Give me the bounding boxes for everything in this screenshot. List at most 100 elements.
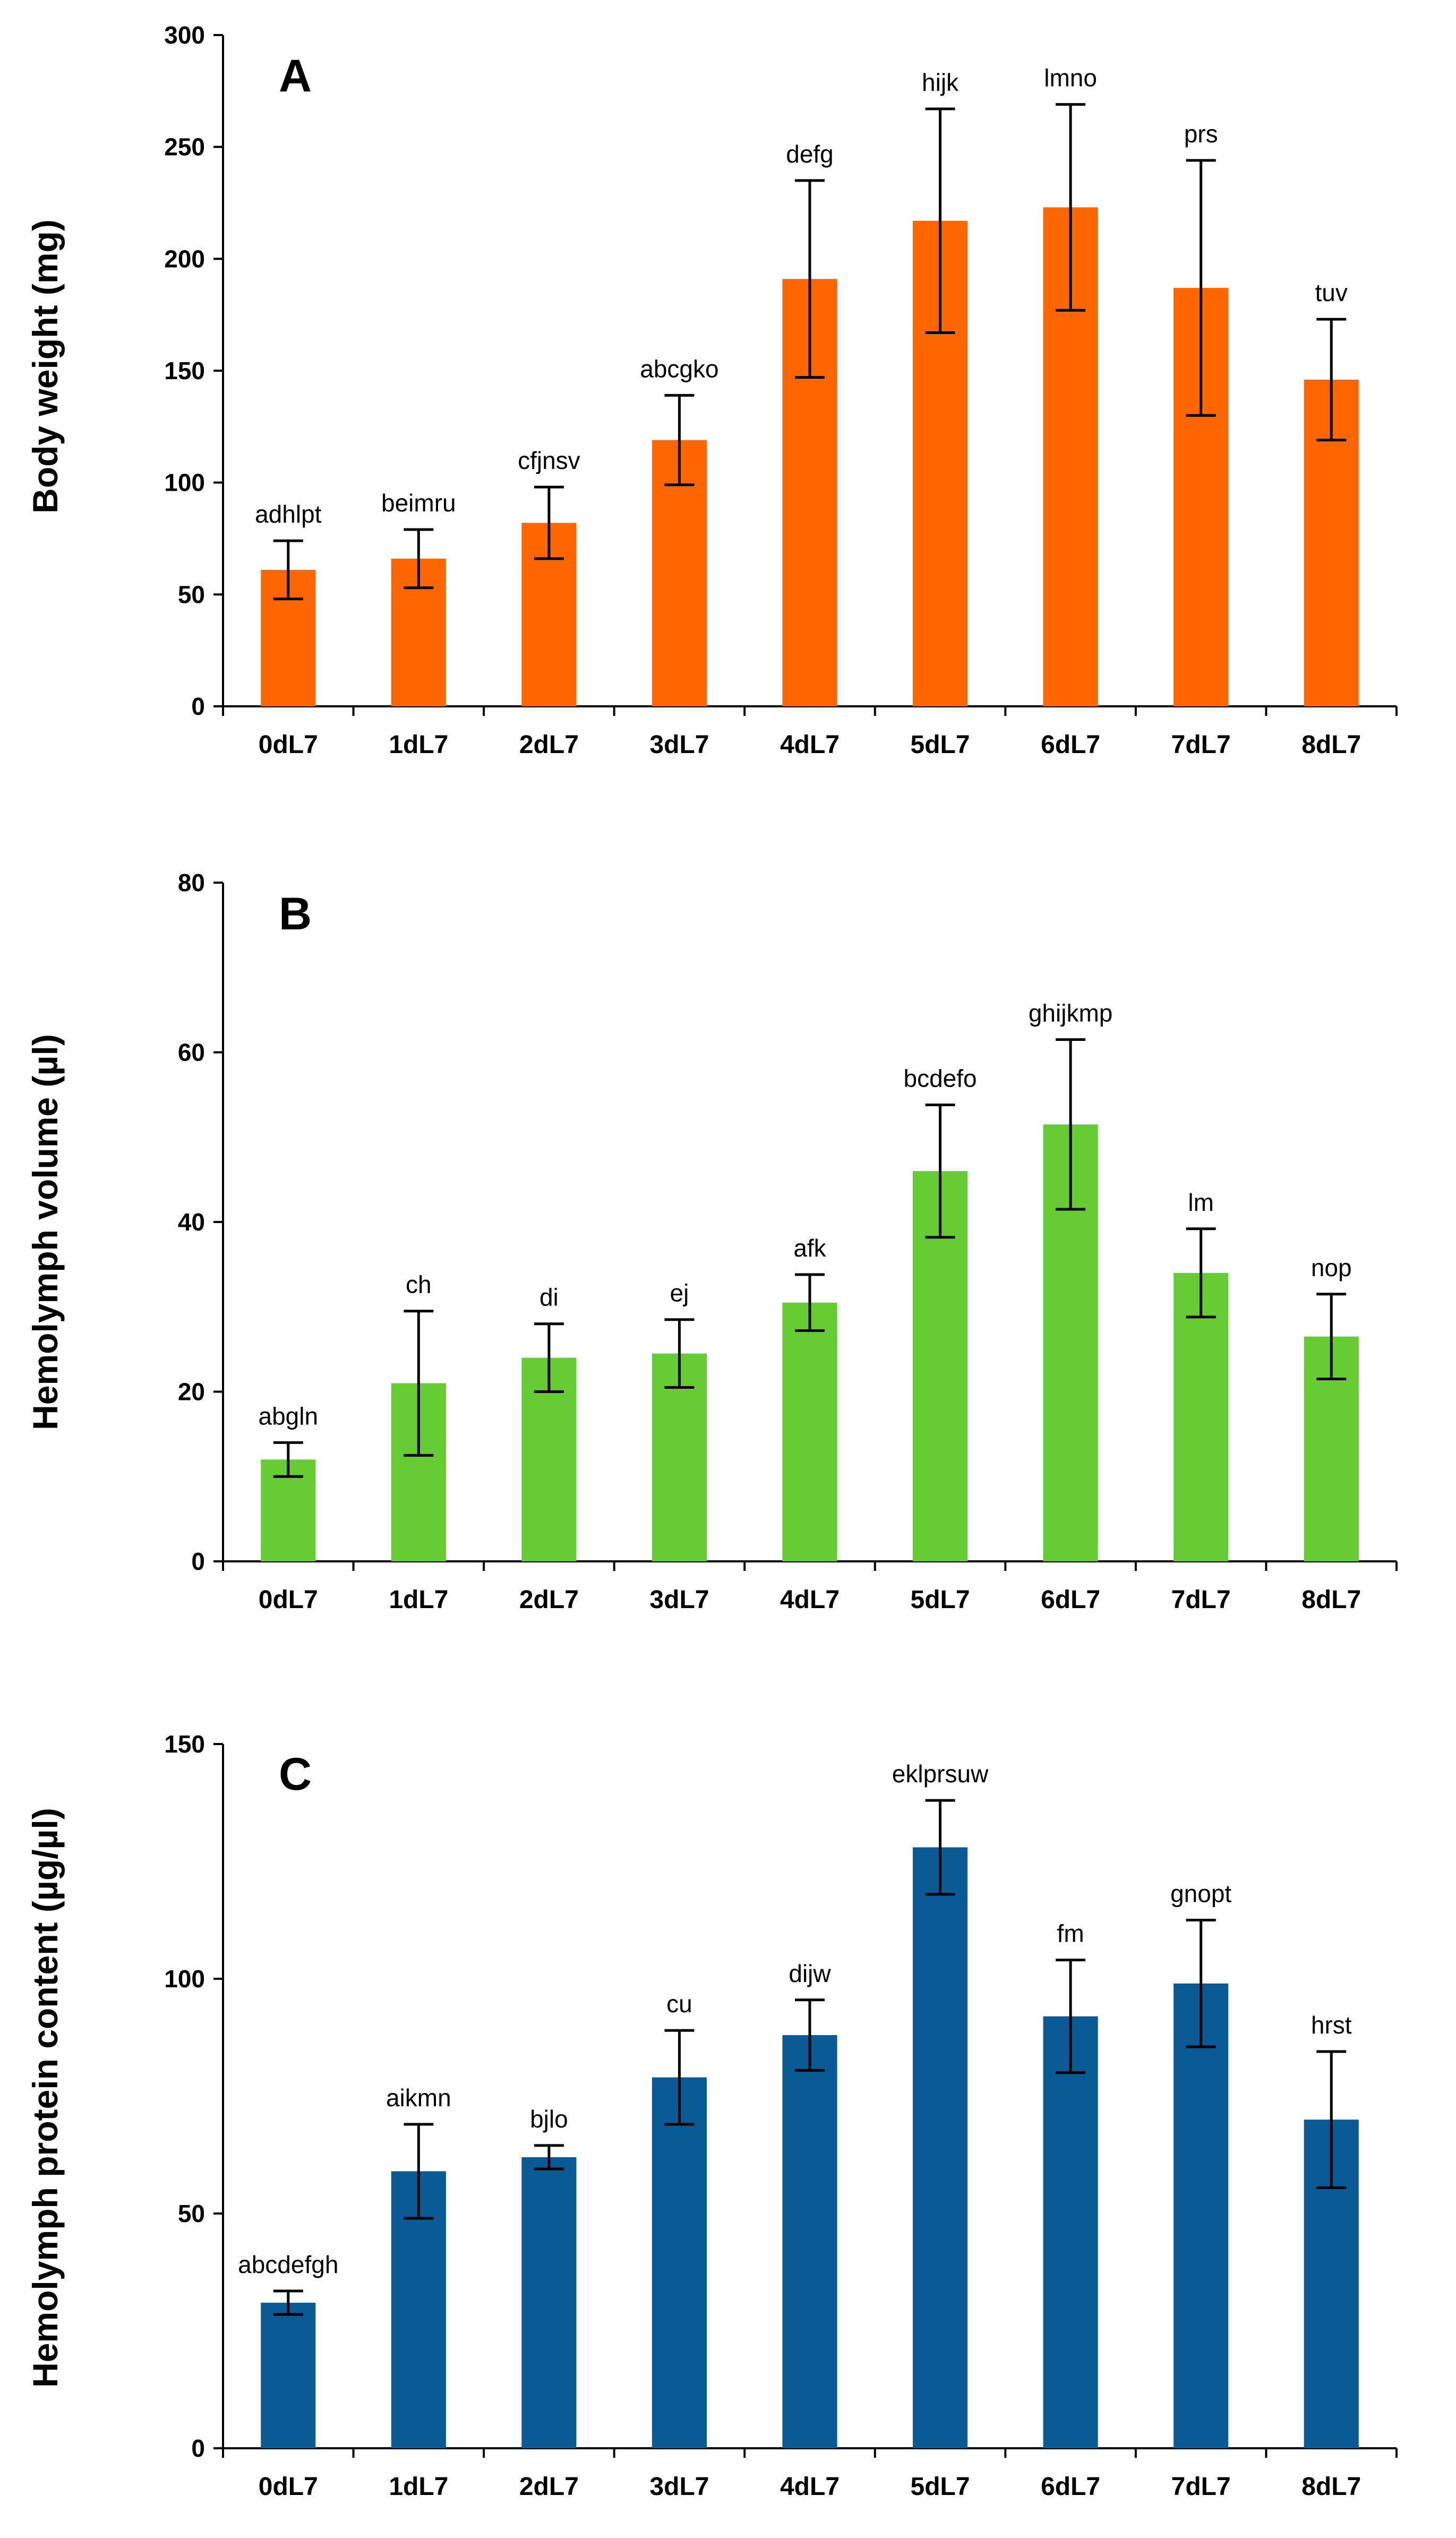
significance-label: hrst bbox=[1311, 2011, 1352, 2039]
y-tick-label: 60 bbox=[178, 1039, 205, 1066]
error-bar bbox=[534, 1322, 564, 1393]
panel-letter: A bbox=[279, 50, 312, 101]
x-tick-label: 2dL7 bbox=[519, 1586, 579, 1614]
y-tick-label: 40 bbox=[178, 1208, 205, 1236]
error-bar bbox=[273, 2289, 303, 2316]
significance-label: abgln bbox=[258, 1402, 318, 1430]
error-bar bbox=[664, 394, 695, 486]
error-bar bbox=[1186, 1919, 1216, 2048]
panel-c-chart: Hemolymph protein content (µg/µl) C 0 50 1… bbox=[0, 1684, 1456, 2535]
x-tick-label: 6dL7 bbox=[1041, 2473, 1100, 2501]
error-bar bbox=[925, 107, 955, 334]
x-tick-label: 0dL7 bbox=[259, 2473, 318, 2501]
y-axis-label: Hemolymph protein content (µg/µl) bbox=[25, 1808, 65, 2388]
y-tick-label: 150 bbox=[164, 357, 205, 384]
significance-label: gnopt bbox=[1170, 1880, 1231, 1908]
bar bbox=[652, 2077, 707, 2448]
chart-c-svg: Hemolymph protein content (µg/µl) C 0 50 1… bbox=[25, 1730, 1398, 2501]
x-tick-label: 2dL7 bbox=[519, 731, 579, 759]
y-tick-label: 0 bbox=[191, 1548, 205, 1575]
x-tick-label: 1dL7 bbox=[389, 2473, 448, 2501]
y-tick-label: 250 bbox=[164, 133, 205, 161]
significance-label: defg bbox=[786, 140, 834, 168]
error-bar bbox=[404, 1310, 434, 1457]
bar bbox=[521, 2157, 577, 2448]
x-tick-label: 8dL7 bbox=[1301, 2473, 1361, 2501]
error-bar bbox=[1056, 1959, 1086, 2074]
x-tick-label: 3dL7 bbox=[649, 731, 709, 759]
x-tick-label: 0dL7 bbox=[259, 1586, 318, 1614]
bar bbox=[1043, 2016, 1098, 2448]
significance-label: prs bbox=[1184, 120, 1218, 148]
error-bar bbox=[404, 528, 434, 589]
error-bar bbox=[1056, 1038, 1086, 1211]
chart-b-svg: Hemolymph volume (µl) B 0 20 40 60 80 abgln 0d… bbox=[25, 869, 1398, 1614]
x-tick-label: 1dL7 bbox=[389, 1586, 448, 1614]
bar bbox=[782, 1302, 837, 1561]
error-bar bbox=[1186, 159, 1216, 417]
error-bar bbox=[795, 1273, 825, 1332]
x-tick-label: 4dL7 bbox=[780, 2473, 840, 2501]
y-tick-label: 200 bbox=[164, 245, 205, 272]
error-bar bbox=[1056, 103, 1086, 312]
panel-a-chart: Body weight (mg) A 0 50 100 150 200 250 300 adh… bbox=[0, 0, 1456, 797]
error-bar bbox=[925, 1799, 955, 1896]
plot-area: 0 50 100 150 200 250 300 adhlpt 0dL7 beimru 1dL7 cf… bbox=[164, 21, 1398, 759]
significance-label: lm bbox=[1188, 1189, 1214, 1216]
plot-area: 0 50 100 150 abcdefgh 0dL7 aikmn 1dL7 bjlo 2dL7 cu… bbox=[164, 1730, 1398, 2501]
bar bbox=[1174, 1272, 1229, 1561]
y-tick-label: 50 bbox=[178, 2200, 205, 2227]
significance-label: bcdefo bbox=[903, 1065, 977, 1092]
x-tick-label: 8dL7 bbox=[1301, 1586, 1361, 1614]
panel-b-chart: Hemolymph volume (µl) B 0 20 40 60 80 abgln 0d… bbox=[0, 828, 1456, 1657]
y-tick-label: 80 bbox=[178, 869, 205, 896]
error-bar bbox=[1316, 1293, 1347, 1381]
y-tick-label: 20 bbox=[178, 1378, 205, 1406]
plot-area: 0 20 40 60 80 abgln 0dL7 ch 1dL7 di 2dL7 ej 3dL7 afk 4… bbox=[178, 869, 1398, 1614]
significance-label: dijw bbox=[789, 1960, 831, 1987]
error-bar bbox=[795, 179, 825, 379]
x-tick-label: 1dL7 bbox=[389, 731, 448, 759]
x-tick-label: 7dL7 bbox=[1171, 731, 1231, 759]
significance-label: di bbox=[539, 1284, 559, 1311]
y-tick-label: 0 bbox=[191, 693, 205, 720]
x-tick-label: 7dL7 bbox=[1171, 1586, 1231, 1614]
panel-letter: C bbox=[279, 1749, 312, 1800]
significance-label: ej bbox=[670, 1279, 689, 1307]
significance-label: abcdefgh bbox=[238, 2251, 338, 2278]
significance-label: abcgko bbox=[640, 355, 718, 382]
significance-label: tuv bbox=[1315, 279, 1348, 306]
error-bar bbox=[1186, 1227, 1216, 1319]
y-tick-label: 0 bbox=[191, 2434, 205, 2462]
significance-label: adhlpt bbox=[255, 500, 322, 528]
significance-label: eklprsuw bbox=[892, 1760, 989, 1788]
error-bar bbox=[795, 1998, 825, 2072]
significance-label: bjlo bbox=[530, 2105, 568, 2133]
x-tick-label: 8dL7 bbox=[1301, 731, 1361, 759]
significance-label: afk bbox=[793, 1234, 826, 1262]
x-tick-label: 4dL7 bbox=[780, 731, 840, 759]
significance-label: cfjnsv bbox=[518, 447, 580, 474]
x-tick-label: 0dL7 bbox=[259, 731, 318, 759]
x-tick-label: 7dL7 bbox=[1171, 2473, 1231, 2501]
bar bbox=[912, 1847, 968, 2448]
y-tick-label: 150 bbox=[164, 1730, 205, 1758]
chart-a-svg: Body weight (mg) A 0 50 100 150 200 250 300 adh… bbox=[25, 21, 1398, 759]
error-bar bbox=[664, 1318, 695, 1389]
significance-label: cu bbox=[666, 1990, 692, 2018]
y-axis-label: Body weight (mg) bbox=[25, 219, 65, 514]
significance-label: aikmn bbox=[386, 2084, 451, 2112]
error-bar bbox=[925, 1104, 955, 1239]
x-tick-label: 6dL7 bbox=[1041, 1586, 1100, 1614]
x-tick-label: 6dL7 bbox=[1041, 731, 1100, 759]
x-tick-label: 2dL7 bbox=[519, 2473, 579, 2501]
x-tick-label: 5dL7 bbox=[911, 1586, 970, 1614]
y-tick-label: 50 bbox=[178, 580, 205, 608]
x-tick-label: 5dL7 bbox=[911, 2473, 970, 2501]
significance-label: hijk bbox=[922, 69, 959, 96]
panel-letter: B bbox=[279, 888, 312, 939]
y-axis-label: Hemolymph volume (µl) bbox=[25, 1034, 65, 1430]
error-bar bbox=[534, 485, 564, 560]
error-bar bbox=[534, 2144, 564, 2170]
y-tick-label: 100 bbox=[164, 469, 205, 497]
